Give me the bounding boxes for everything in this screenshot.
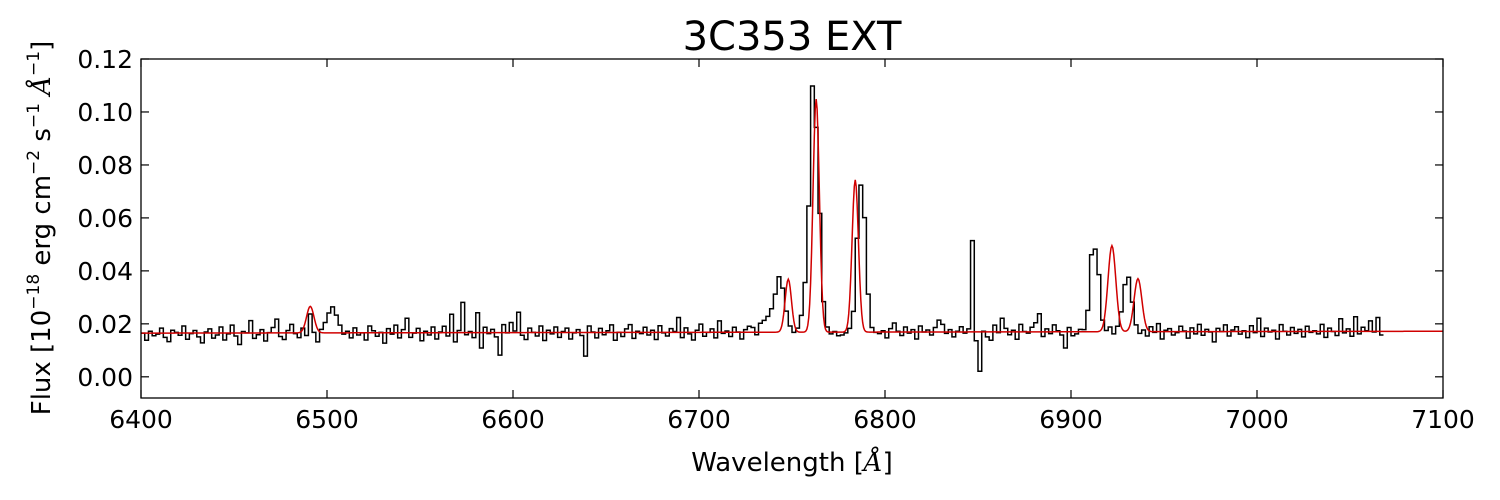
- x-tick-label: 7100: [1411, 405, 1475, 434]
- axes-frame: [140, 58, 1444, 399]
- y-tick-label: 0.00: [77, 363, 133, 392]
- plot-area: [141, 85, 1443, 372]
- y-tick-label: 0.12: [77, 45, 133, 74]
- y-axis-ticks: 0.00 0.02 0.04 0.06 0.08 0.10 0.12: [77, 45, 1443, 392]
- observed-spectrum-line: [141, 85, 1384, 372]
- x-tick-label: 6700: [667, 405, 731, 434]
- x-axis-ticks: 6400 6500 6600 6700 6800 6900 7000 7100: [109, 59, 1475, 434]
- y-tick-label: 0.02: [77, 310, 133, 339]
- y-axis-label: Flux [10−18 erg cm−2 s−1 Å−1]: [24, 41, 57, 416]
- y-tick-label: 0.06: [77, 204, 133, 233]
- x-axis-label: Wavelength [Å]: [691, 446, 893, 478]
- x-tick-label: 6600: [481, 405, 545, 434]
- x-tick-label: 6400: [109, 405, 173, 434]
- y-tick-label: 0.08: [77, 151, 133, 180]
- model-fit-line: [141, 99, 1443, 334]
- y-tick-label: 0.10: [77, 98, 133, 127]
- x-tick-label: 6800: [853, 405, 917, 434]
- x-tick-label: 6900: [1039, 405, 1103, 434]
- x-tick-label: 6500: [295, 405, 359, 434]
- x-tick-label: 7000: [1225, 405, 1289, 434]
- y-tick-label: 0.04: [77, 257, 133, 286]
- chart-title: 3C353 EXT: [683, 14, 902, 60]
